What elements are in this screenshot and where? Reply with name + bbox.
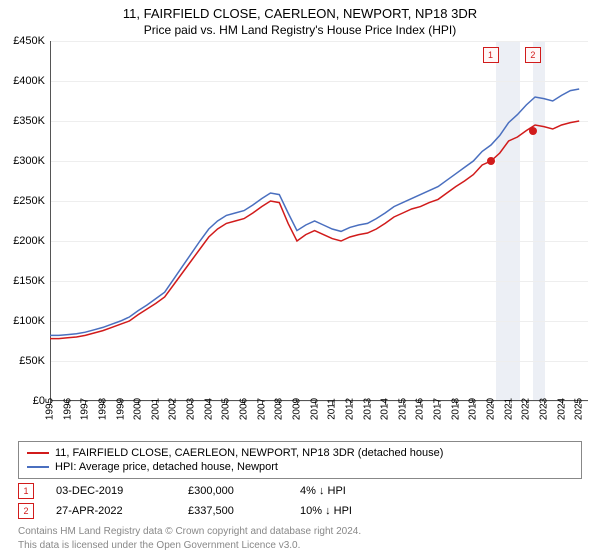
x-axis-label: 2018 [450, 398, 461, 420]
x-axis-label: 2014 [380, 398, 391, 420]
x-axis-label: 1999 [115, 398, 126, 420]
x-axis-label: 2004 [203, 398, 214, 420]
x-axis-label: 2001 [150, 398, 161, 420]
x-axis-label: 2011 [327, 398, 338, 420]
footer-line-1: Contains HM Land Registry data © Crown c… [18, 525, 582, 539]
sales-list: 1 03-DEC-2019 £300,000 4% ↓ HPI 2 27-APR-2022… [0, 483, 600, 519]
legend-swatch [27, 452, 49, 454]
x-axis-label: 2009 [291, 398, 302, 420]
chart-plot-area: £0£50K£100K£150K£200K£250K£300K£350K£400… [50, 41, 588, 401]
x-axis-label: 2013 [362, 398, 373, 420]
x-axis-label: 2002 [168, 398, 179, 420]
y-axis-label: £150K [13, 275, 45, 287]
x-axis-label: 2019 [468, 398, 479, 420]
x-axis-label: 2015 [397, 398, 408, 420]
sale-price: £300,000 [188, 485, 278, 497]
y-axis-label: £350K [13, 115, 45, 127]
y-axis-label: £300K [13, 155, 45, 167]
series-line [50, 121, 579, 339]
x-axis-label: 2003 [186, 398, 197, 420]
sale-delta: 10% ↓ HPI [300, 505, 352, 517]
x-axis: 1995199619971998199920002001200220032004… [50, 401, 588, 437]
legend-label: HPI: Average price, detached house, Newp… [55, 461, 278, 473]
y-axis-label: £450K [13, 35, 45, 47]
x-axis-label: 1995 [45, 398, 56, 420]
chart-title: 11, FAIRFIELD CLOSE, CAERLEON, NEWPORT, … [0, 0, 600, 21]
x-axis-label: 2000 [133, 398, 144, 420]
x-axis-label: 2025 [574, 398, 585, 420]
x-axis-label: 2020 [485, 398, 496, 420]
x-axis-label: 2016 [415, 398, 426, 420]
sale-index: 1 [18, 483, 34, 499]
legend-item: 11, FAIRFIELD CLOSE, CAERLEON, NEWPORT, … [27, 446, 573, 460]
legend-label: 11, FAIRFIELD CLOSE, CAERLEON, NEWPORT, … [55, 447, 443, 459]
sale-row: 1 03-DEC-2019 £300,000 4% ↓ HPI [18, 483, 582, 499]
x-axis-label: 2021 [503, 398, 514, 420]
legend-item: HPI: Average price, detached house, Newp… [27, 460, 573, 474]
footer-attribution: Contains HM Land Registry data © Crown c… [18, 525, 582, 552]
y-axis-label: £100K [13, 315, 45, 327]
x-axis-label: 2008 [274, 398, 285, 420]
x-axis-label: 2007 [256, 398, 267, 420]
series-line [50, 89, 579, 335]
x-axis-label: 1996 [62, 398, 73, 420]
y-axis-label: £0 [33, 395, 45, 407]
x-axis-label: 2010 [309, 398, 320, 420]
x-axis-label: 2006 [239, 398, 250, 420]
y-axis-label: £200K [13, 235, 45, 247]
legend: 11, FAIRFIELD CLOSE, CAERLEON, NEWPORT, … [18, 441, 582, 479]
chart-subtitle: Price paid vs. HM Land Registry's House … [0, 21, 600, 41]
sale-date: 27-APR-2022 [56, 505, 166, 517]
sale-date: 03-DEC-2019 [56, 485, 166, 497]
x-axis-label: 2024 [556, 398, 567, 420]
x-axis-label: 2023 [538, 398, 549, 420]
sale-delta: 4% ↓ HPI [300, 485, 346, 497]
price-chart-card: 11, FAIRFIELD CLOSE, CAERLEON, NEWPORT, … [0, 0, 600, 560]
x-axis-label: 1997 [80, 398, 91, 420]
sale-index: 2 [18, 503, 34, 519]
y-axis-label: £400K [13, 75, 45, 87]
x-axis-label: 2022 [521, 398, 532, 420]
y-axis-label: £250K [13, 195, 45, 207]
x-axis-label: 2012 [344, 398, 355, 420]
footer-line-2: This data is licensed under the Open Gov… [18, 539, 582, 553]
legend-swatch [27, 466, 49, 468]
x-axis-label: 2017 [433, 398, 444, 420]
x-axis-label: 2005 [221, 398, 232, 420]
sale-row: 2 27-APR-2022 £337,500 10% ↓ HPI [18, 503, 582, 519]
y-axis-label: £50K [19, 355, 45, 367]
x-axis-label: 1998 [97, 398, 108, 420]
sale-price: £337,500 [188, 505, 278, 517]
